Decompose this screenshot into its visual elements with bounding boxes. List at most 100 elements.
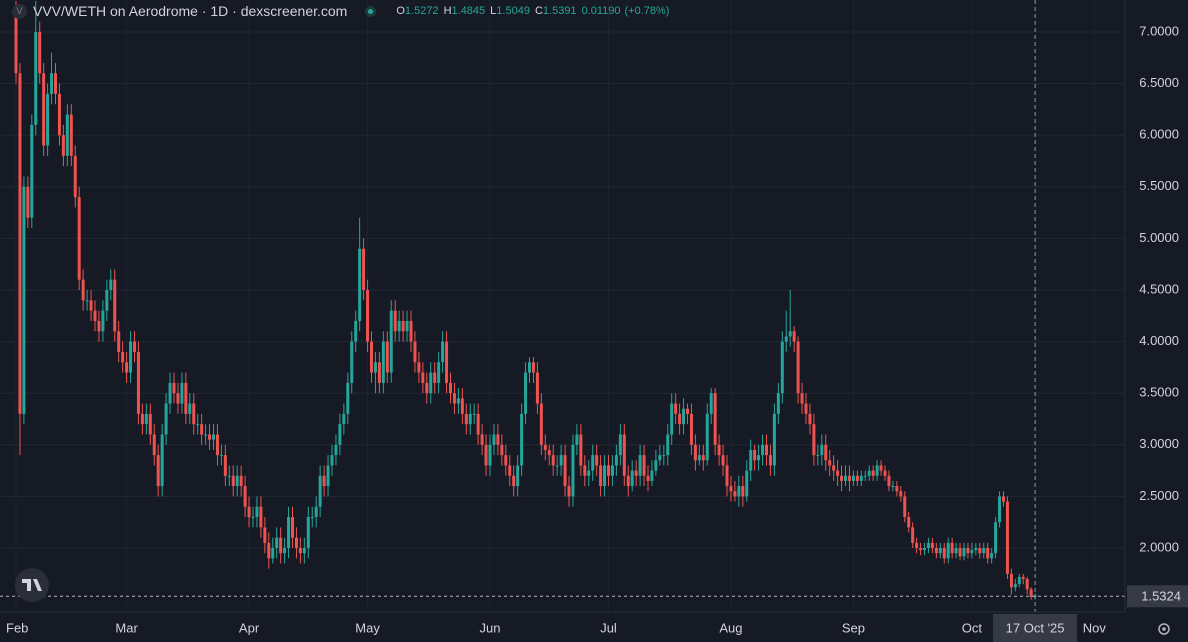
candle-body <box>133 341 136 352</box>
candle-body <box>121 351 125 363</box>
candle-body <box>472 413 476 415</box>
candle-body <box>994 522 998 554</box>
candle-body <box>441 341 445 363</box>
candle-body <box>784 336 788 342</box>
candle-body <box>721 455 725 466</box>
candle-body <box>859 475 863 481</box>
candle-body <box>405 320 409 332</box>
candle-body <box>318 475 322 507</box>
candle-body <box>575 434 579 445</box>
candle-body <box>488 444 492 466</box>
candle-body <box>140 413 144 425</box>
x-tick-label: Jul <box>600 620 617 635</box>
candle-body <box>227 475 231 477</box>
candle-body <box>689 413 693 445</box>
candle-body <box>456 398 460 404</box>
candle-body <box>666 434 670 456</box>
candle-body <box>950 542 954 554</box>
candle-body <box>1005 501 1009 574</box>
candle-body <box>89 300 93 311</box>
y-tick-label: 5.5000 <box>1139 178 1179 193</box>
candle-body <box>824 444 828 461</box>
ohlc-legend: O1.5272 H1.4845 L1.5049 C1.5391 <box>396 5 581 17</box>
candle-body <box>251 517 255 519</box>
candle-body <box>144 413 148 425</box>
candle-body <box>891 486 895 488</box>
candle-body <box>733 491 737 497</box>
candle-body <box>61 135 65 156</box>
candle-body <box>504 455 508 466</box>
candle-body <box>780 341 784 394</box>
legend-key: H <box>443 5 452 17</box>
candle-body <box>603 465 607 487</box>
candle-body <box>26 186 30 218</box>
candle-body <box>524 372 528 414</box>
candle-body <box>389 310 393 373</box>
candle-body <box>737 486 741 497</box>
candle-body <box>148 413 152 435</box>
candle-body <box>449 382 452 394</box>
candle-body <box>974 548 978 551</box>
candle-body <box>77 197 81 280</box>
candle-body <box>271 548 275 559</box>
candle-body <box>1021 576 1025 579</box>
crosshair-label: 17 Oct '25 <box>1006 620 1065 635</box>
candle-body <box>516 465 520 487</box>
y-tick-label: 5.0000 <box>1139 230 1179 245</box>
candle-body <box>674 403 678 414</box>
candle-body <box>555 465 559 467</box>
candle-body <box>650 470 654 481</box>
candle-body <box>306 517 310 549</box>
candle-body <box>50 73 54 94</box>
overlay <box>0 0 1125 612</box>
x-tick-label: May <box>355 620 380 635</box>
y-tick-label: 3.0000 <box>1139 436 1179 451</box>
candle-body <box>599 465 603 487</box>
candle-body <box>923 548 926 551</box>
candle-body <box>832 465 836 471</box>
candle-body <box>729 486 733 492</box>
candle-body <box>81 279 85 301</box>
candle-body <box>982 548 986 554</box>
candle-body <box>630 470 634 487</box>
candle-body <box>686 408 689 414</box>
y-tick-label: 4.0000 <box>1139 333 1179 348</box>
legend-value: 1.5049 <box>496 5 530 17</box>
candle-body <box>776 393 780 414</box>
candles <box>14 1 1037 600</box>
legend-item: O1.5272 <box>396 5 438 17</box>
y-tick-label: 2.0000 <box>1139 539 1179 554</box>
candle-body <box>496 434 500 445</box>
candle-body <box>397 320 401 332</box>
candle-body <box>468 413 472 425</box>
header: V VVV/WETH on Aerodrome · 1D · dexscreen… <box>12 3 673 19</box>
candle-body <box>125 362 129 373</box>
crosshair-label-box <box>993 614 1078 642</box>
legend-value: 1.5272 <box>404 5 439 17</box>
candle-body <box>464 413 468 425</box>
candle-body <box>851 475 855 481</box>
candle-body <box>942 548 946 559</box>
x-tick-label: Apr <box>239 620 260 635</box>
candle-body <box>682 408 686 425</box>
candle-body <box>966 548 970 554</box>
candle-body <box>926 542 930 549</box>
candle-body <box>417 362 421 373</box>
settings-icon[interactable] <box>1158 623 1170 635</box>
candle-body <box>745 470 749 497</box>
candle-body <box>93 310 97 321</box>
candle-body <box>30 124 34 218</box>
candle-body <box>563 455 567 487</box>
candle-body <box>279 537 283 554</box>
candle-body <box>425 382 429 394</box>
candle-body <box>1025 578 1029 590</box>
candle-body <box>1013 584 1017 588</box>
candle-body <box>883 470 887 476</box>
candle-body <box>350 341 354 383</box>
candle-body <box>302 548 306 554</box>
candle-body <box>294 537 298 549</box>
candle-body <box>539 403 543 445</box>
candle-body <box>930 542 934 549</box>
